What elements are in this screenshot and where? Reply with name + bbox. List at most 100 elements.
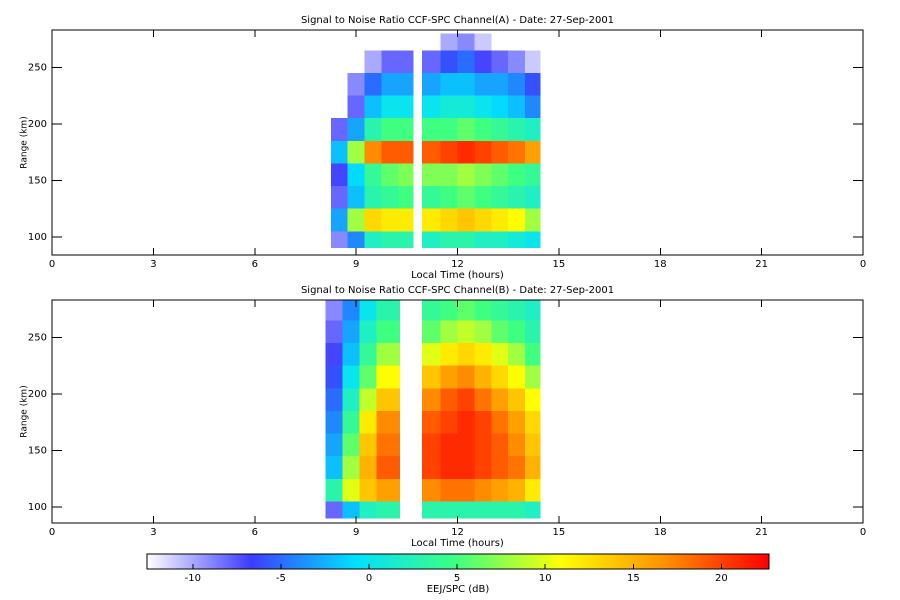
- colorbar-tick-label: 20: [715, 573, 728, 584]
- heatmap-cell: [347, 140, 365, 164]
- heatmap-cell: [440, 186, 458, 209]
- heatmap-cell: [440, 231, 458, 249]
- heatmap-cell: [525, 320, 541, 344]
- heatmap-cell: [398, 95, 414, 119]
- x-axis-label: Local Time (hours): [411, 538, 504, 549]
- heatmap-cell: [440, 433, 458, 457]
- heatmap-cell: [508, 320, 526, 344]
- colorbar-tick-label: 15: [627, 573, 640, 584]
- colorbar-tick-label: -5: [276, 573, 286, 584]
- heatmap-cell: [508, 300, 526, 321]
- x-tick-label: 12: [451, 527, 464, 538]
- heatmap-cell: [325, 320, 343, 344]
- heatmap-cell: [325, 501, 343, 519]
- heatmap-cell: [440, 365, 458, 389]
- heatmap-cell: [364, 50, 382, 73]
- colorbar-tick-label: 0: [366, 573, 372, 584]
- heatmap-cell: [342, 456, 360, 479]
- heatmap-cell: [457, 433, 475, 457]
- heatmap-cell: [422, 140, 441, 164]
- x-tick-label: 0: [860, 259, 866, 270]
- heatmap-cell: [508, 95, 526, 119]
- heatmap-cell: [474, 95, 492, 119]
- heatmap-cell: [491, 72, 509, 96]
- heatmap-cell: [491, 231, 509, 249]
- heatmap-cell: [474, 388, 492, 411]
- heatmap-cell: [491, 388, 509, 411]
- heatmap-cell: [422, 365, 441, 389]
- heatmap-cell: [457, 140, 475, 164]
- y-tick-label: 200: [28, 389, 47, 400]
- x-tick-label: 21: [755, 259, 768, 270]
- heatmap-cell: [525, 140, 541, 164]
- heatmap-cell: [398, 72, 414, 96]
- heatmap-cell: [491, 140, 509, 164]
- heatmap-cell: [359, 433, 377, 457]
- heatmap-cell: [508, 118, 526, 141]
- heatmap-cell: [508, 456, 526, 479]
- heatmap-cell: [457, 95, 475, 119]
- heatmap-cell: [491, 410, 509, 434]
- y-tick-label: 250: [28, 332, 47, 343]
- heatmap-cell: [491, 365, 509, 389]
- heatmap-cell: [422, 478, 441, 502]
- heatmap-cell: [457, 456, 475, 479]
- x-tick-label: 9: [353, 527, 359, 538]
- heatmap-cell: [508, 163, 526, 187]
- heatmap-cell: [525, 186, 541, 209]
- heatmap-cell: [474, 50, 492, 73]
- heatmap-cell: [342, 478, 360, 502]
- heatmap-cell: [347, 95, 365, 119]
- heatmap-cell: [440, 343, 458, 366]
- heatmap-cell: [381, 140, 399, 164]
- heatmap-cell: [474, 163, 492, 187]
- heatmap-cell: [381, 163, 399, 187]
- heatmap-cell: [381, 231, 399, 249]
- heatmap-cell: [457, 33, 475, 51]
- heatmap-cell: [342, 300, 360, 321]
- heatmap-cell: [359, 456, 377, 479]
- heatmap-cell: [330, 118, 348, 141]
- heatmap-cell: [359, 410, 377, 434]
- heatmap-cell: [364, 163, 382, 187]
- x-tick-label: 15: [553, 527, 566, 538]
- heatmap-cell: [422, 72, 441, 96]
- heatmap-cell: [422, 163, 441, 187]
- heatmap-cell: [474, 478, 492, 502]
- heatmap-cell: [376, 410, 401, 434]
- heatmap-cell: [508, 433, 526, 457]
- heatmap-cell: [325, 433, 343, 457]
- x-tick-label: 6: [252, 259, 258, 270]
- y-tick-label: 100: [28, 502, 47, 513]
- heatmap-cell: [325, 456, 343, 479]
- heatmap-cell: [359, 343, 377, 366]
- heatmap-cell: [440, 410, 458, 434]
- heatmap-cell: [422, 433, 441, 457]
- x-tick-label: 15: [553, 259, 566, 270]
- heatmap-cell: [376, 433, 401, 457]
- heatmap-cell: [422, 388, 441, 411]
- heatmap-cell: [474, 501, 492, 519]
- heatmap-cell: [422, 231, 441, 249]
- heatmap-cell: [457, 300, 475, 321]
- heatmap-cell: [508, 50, 526, 73]
- heatmap-cell: [508, 478, 526, 502]
- y-tick-label: 150: [28, 175, 47, 186]
- heatmap-cell: [457, 320, 475, 344]
- heatmap-cell: [457, 208, 475, 232]
- heatmap-cell: [491, 186, 509, 209]
- heatmap-cell: [342, 320, 360, 344]
- heatmap-cell: [381, 118, 399, 141]
- heatmap-cell: [525, 72, 541, 96]
- heatmap-cell: [330, 186, 348, 209]
- heatmap-cell: [347, 118, 365, 141]
- heatmap-cell: [440, 163, 458, 187]
- heatmap-cell: [525, 365, 541, 389]
- heatmap-cell: [525, 95, 541, 119]
- heatmap-cell: [440, 208, 458, 232]
- heatmap-cell: [381, 72, 399, 96]
- heatmap-cell: [525, 50, 541, 73]
- y-tick-label: 100: [28, 232, 47, 243]
- heatmap-cell: [508, 186, 526, 209]
- heatmap-cell: [474, 118, 492, 141]
